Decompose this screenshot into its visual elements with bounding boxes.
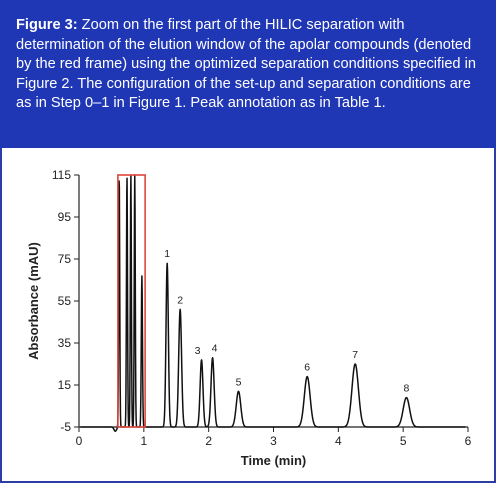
x-tick-label: 4 xyxy=(335,434,342,448)
y-tick-label: 95 xyxy=(58,210,72,224)
peak-label-7: 7 xyxy=(352,349,358,361)
y-tick-label: 115 xyxy=(52,168,71,182)
peak-label-4: 4 xyxy=(212,343,218,355)
x-tick-label: 2 xyxy=(205,434,212,448)
peak-labels: 1 2 3 4 5 6 7 8 xyxy=(164,248,409,394)
peak-label-1: 1 xyxy=(164,248,170,260)
x-tick-label: 0 xyxy=(76,434,83,448)
x-tick-label: 5 xyxy=(400,434,407,448)
peak-label-8: 8 xyxy=(403,383,409,395)
y-tick-label: -5 xyxy=(60,420,71,434)
x-tick-label: 1 xyxy=(140,434,147,448)
figure-caption: Figure 3: Zoom on the first part of the … xyxy=(0,0,496,148)
x-axis-label: Time (min) xyxy=(241,453,307,468)
y-tick-label: 55 xyxy=(58,294,72,308)
elution-window-frame xyxy=(117,174,146,428)
caption-text: Zoom on the first part of the HILIC sepa… xyxy=(16,17,476,111)
y-tick-label: 75 xyxy=(58,252,72,266)
caption-label: Figure 3: xyxy=(16,17,78,33)
y-axis-label: Absorbance (mAU) xyxy=(26,242,41,360)
peak-label-2: 2 xyxy=(177,294,183,306)
y-tick-label: 15 xyxy=(58,378,72,392)
peak-label-5: 5 xyxy=(236,376,242,388)
y-tick-label: 35 xyxy=(58,336,72,350)
peak-label-3: 3 xyxy=(195,345,201,357)
peak-label-6: 6 xyxy=(304,362,310,374)
x-tick-label: 3 xyxy=(270,434,277,448)
x-tick-label: 6 xyxy=(465,434,472,448)
